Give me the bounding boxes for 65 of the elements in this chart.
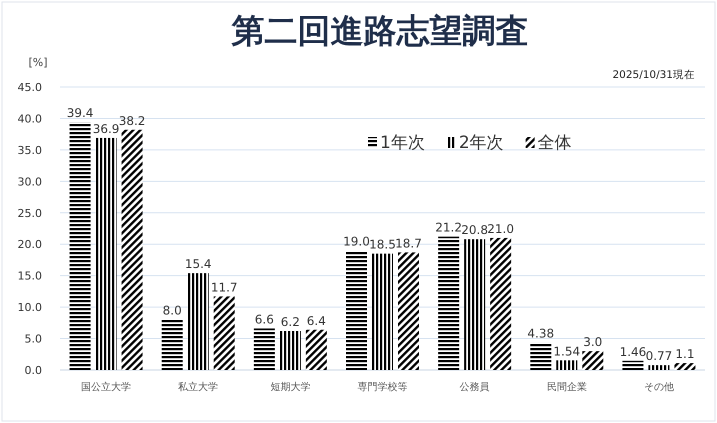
data-label: 1.54 [553, 344, 580, 358]
y-tick-label: 10.0 [18, 301, 42, 314]
x-tick-label: 民間企業 [546, 381, 587, 393]
data-label: 1.46 [620, 344, 646, 359]
bar [530, 342, 552, 370]
y-tick-label: 5.0 [24, 332, 42, 346]
text: 2025/10/31現在 [612, 69, 695, 81]
data-label: 21.2 [435, 220, 462, 235]
y-tick-label: 20.0 [18, 238, 42, 252]
bar [674, 363, 696, 370]
data-label: 6.2 [280, 315, 300, 330]
bar [372, 254, 393, 370]
bar [582, 351, 604, 370]
bar [438, 236, 460, 370]
data-label: 36.9 [92, 122, 120, 136]
y-tick-label: 30.0 [18, 175, 42, 188]
bar [188, 273, 209, 370]
data-label: 6.6 [254, 312, 274, 326]
bar [398, 252, 419, 370]
data-label: 11.7 [210, 280, 238, 294]
x-tick-label: 私立大学 [178, 381, 218, 393]
y-tick-label: 0.0 [24, 364, 42, 377]
x-tick-label: 公務員 [460, 381, 490, 393]
y-tick-label: 15.0 [18, 270, 42, 283]
bar [162, 320, 183, 370]
y-axis-title: [%] [28, 56, 48, 69]
bar [96, 138, 117, 370]
data-label: 1.1 [675, 347, 694, 362]
bar [306, 330, 327, 370]
data-label: 4.38 [527, 326, 554, 340]
x-tick-label: 短期大学 [270, 381, 310, 393]
data-label: 21.0 [487, 222, 514, 236]
x-tick-label: 国公立大学 [81, 381, 132, 393]
legend-label: 全体 [538, 133, 572, 153]
y-tick-label: 45.0 [18, 81, 42, 94]
data-label: 38.2 [118, 114, 146, 128]
data-label: 8.0 [162, 304, 182, 318]
data-label: 15.4 [184, 257, 212, 272]
chart-title: 第二回進路志望調査 [230, 11, 528, 50]
bar [254, 328, 275, 370]
bar [490, 238, 512, 370]
bar [214, 296, 235, 370]
bar [346, 250, 367, 370]
y-tick-label: 25.0 [18, 206, 42, 220]
bar [70, 122, 91, 370]
legend-label: 2年次 [458, 133, 504, 153]
data-label: 19.0 [343, 234, 370, 249]
data-label: 20.8 [461, 223, 488, 238]
data-label: 39.4 [66, 106, 94, 120]
bar [122, 130, 143, 370]
data-label: 0.77 [646, 349, 672, 364]
data-label: 6.4 [306, 314, 326, 328]
bar [648, 365, 670, 370]
x-tick-label: その他 [644, 381, 674, 393]
y-tick-label: 35.0 [18, 144, 42, 157]
data-label: 18.7 [395, 236, 422, 250]
data-label: 18.5 [369, 238, 396, 252]
legend-label: 1年次 [380, 133, 425, 153]
bar [280, 331, 301, 370]
y-tick-label: 40.0 [18, 112, 42, 126]
bar [464, 239, 486, 370]
x-tick-label: 専門学校等 [358, 381, 408, 393]
bar [556, 360, 578, 370]
bar [622, 360, 644, 370]
data-label: 3.0 [583, 335, 602, 350]
